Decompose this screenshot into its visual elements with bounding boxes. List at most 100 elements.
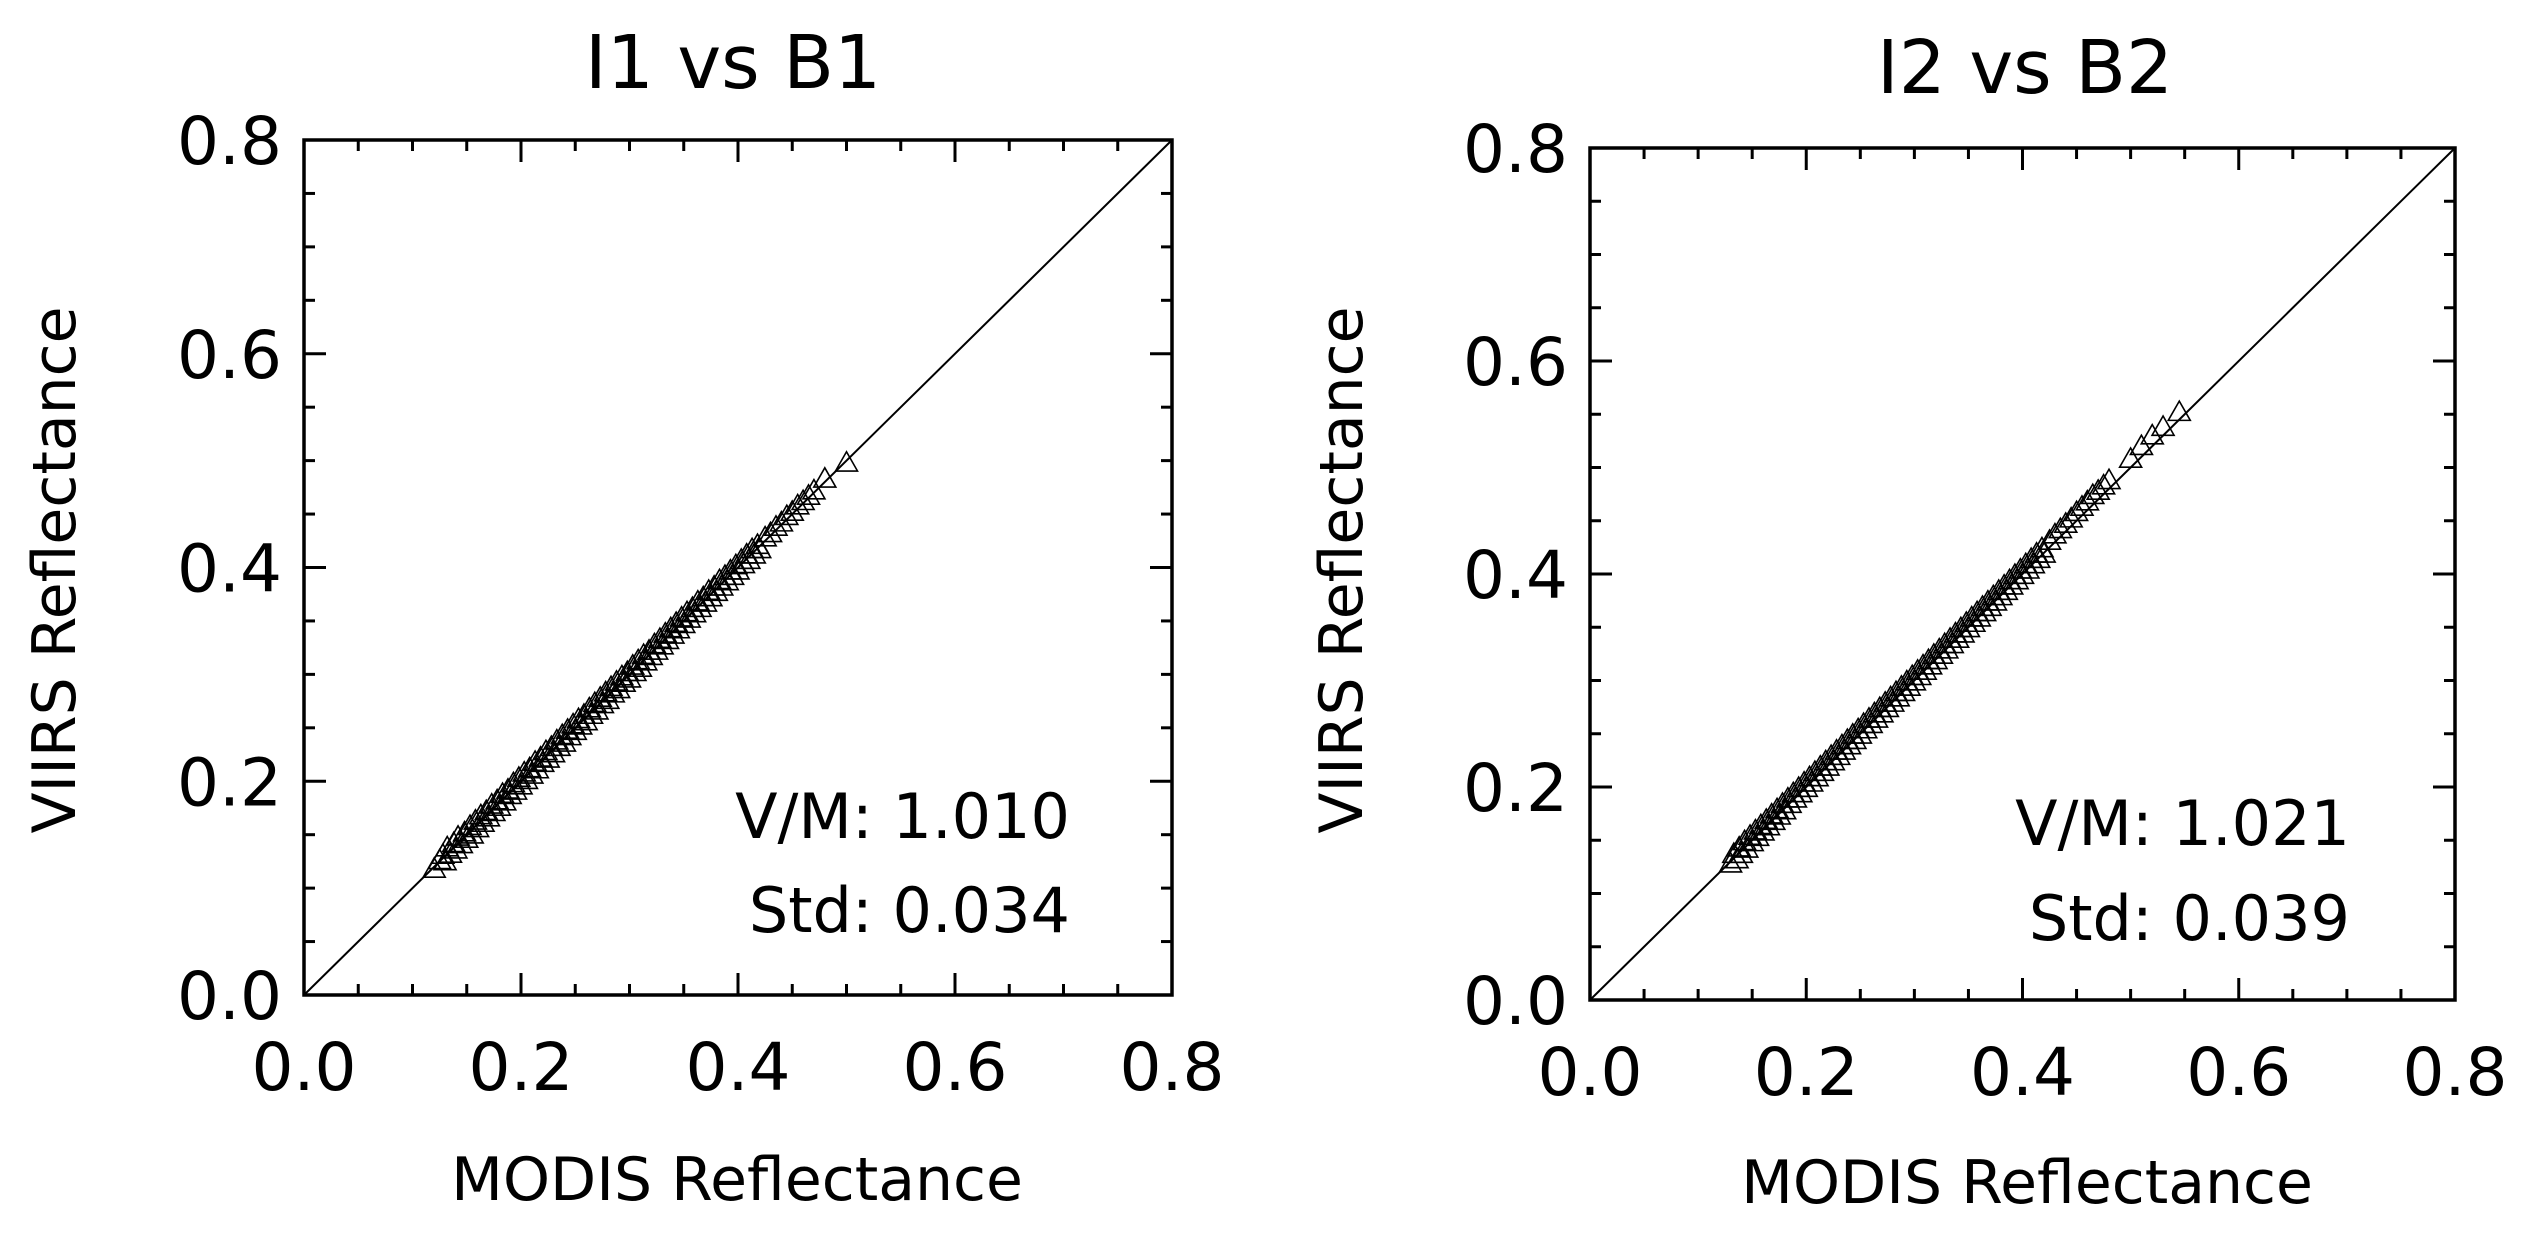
scatter-point: [2010, 562, 2035, 585]
x-tick-label: 0.4: [1970, 1034, 2075, 1111]
scatter-point: [1766, 803, 1792, 825]
scatter-point: [1842, 727, 1868, 750]
scatter-point: [432, 848, 458, 871]
ratio-annotation: V/M: 1.021: [2015, 787, 2350, 860]
scatter-point: [459, 822, 485, 844]
ratio-label: V/M:: [2015, 787, 2172, 860]
scatter-point: [1961, 610, 1987, 633]
scatter-point: [617, 666, 642, 688]
scatter-point: [2096, 467, 2122, 490]
scatter-point: [606, 676, 632, 699]
y-tick-label: 0.2: [1463, 750, 1568, 827]
scatter-point: [2085, 478, 2111, 500]
scatter-point: [2058, 506, 2084, 528]
scatter-point: [535, 746, 561, 768]
scatter-point: [665, 616, 691, 639]
scatter-point: [2064, 499, 2089, 522]
x-tick-label: 0.2: [1754, 1034, 1859, 1111]
scatter-point: [546, 734, 572, 757]
scatter-point: [557, 723, 583, 746]
scatter-point: [1853, 716, 1879, 739]
scatter-point: [1783, 786, 1808, 808]
scatter-point: [470, 810, 496, 832]
scatter-point: [709, 574, 735, 596]
scatter-point: [1885, 684, 1911, 707]
scatter-point: [1988, 583, 2014, 606]
scatter-point: [595, 687, 621, 710]
x-tick-label: 0.6: [903, 1029, 1008, 1106]
scatter-point: [465, 815, 490, 838]
scatter-point: [779, 499, 805, 521]
scatter-point: [1788, 780, 1814, 803]
x-axis-label: MODIS Reflectance: [1741, 1148, 2313, 1218]
scatter-point: [790, 488, 816, 511]
scatter-point: [1999, 573, 2025, 595]
scatter-point: [611, 670, 637, 692]
scatter-point: [720, 563, 745, 586]
std-annotation: Std: 0.039: [2029, 882, 2350, 955]
scatter-point: [1864, 706, 1889, 728]
scatter-point: [671, 611, 697, 634]
scatter-point: [2069, 494, 2095, 516]
scatter-point: [2053, 511, 2079, 533]
y-tick-label: 0.4: [177, 531, 282, 608]
scatter-point: [1756, 813, 1781, 836]
scatter-point: [774, 503, 800, 526]
scatter-point: [1918, 652, 1943, 675]
scatter-point: [714, 568, 740, 591]
scatter-point: [2074, 488, 2100, 511]
x-tick-label: 0.0: [1538, 1034, 1643, 1111]
scatter-point: [484, 787, 510, 810]
scatter-point: [834, 450, 859, 472]
scatter-point: [486, 794, 512, 816]
scatter-point: [2026, 546, 2052, 569]
scatter-point: [796, 483, 821, 505]
scatter-point: [1939, 631, 1965, 654]
ratio-label: V/M:: [735, 780, 892, 853]
scatter-point: [622, 659, 648, 682]
scatter-point: [801, 477, 827, 500]
scatter-point: [1907, 663, 1933, 686]
y-tick-label: 0.2: [177, 744, 282, 821]
scatter-point: [703, 579, 729, 602]
y-tick-label: 0.8: [1463, 111, 1568, 188]
scatter-point: [1764, 796, 1790, 819]
scatter-point: [1804, 764, 1830, 787]
scatter-point: [1869, 700, 1895, 723]
scatter-point: [1896, 674, 1922, 696]
scatter-point: [2129, 433, 2154, 456]
scatter-point: [633, 648, 659, 671]
y-axis-label: VIIRS Reflectance: [20, 306, 90, 833]
scatter-point: [693, 590, 718, 612]
scatter-point: [747, 536, 773, 559]
scatter-point: [1901, 668, 1927, 691]
scatter-point: [508, 772, 534, 795]
scatter-point: [1799, 770, 1825, 792]
scatter-point: [1837, 732, 1862, 755]
scatter-point: [492, 788, 518, 811]
scatter-point: [443, 837, 469, 859]
scatter-point: [676, 606, 702, 628]
scatter-point: [519, 762, 545, 784]
y-tick-label: 0.4: [1463, 537, 1568, 614]
x-tick-label: 0.8: [2403, 1034, 2508, 1111]
panel-title: I2 vs B2: [1877, 25, 2173, 111]
ratio-annotation: V/M: 1.010: [735, 780, 1070, 853]
scatter-point: [1793, 775, 1819, 798]
scatter-point: [1728, 841, 1754, 864]
std-annotation: Std: 0.034: [749, 874, 1070, 947]
scatter-point: [698, 584, 724, 607]
scatter-point: [769, 510, 794, 532]
scatter-point: [1750, 819, 1776, 841]
scatter-point: [1724, 846, 1750, 869]
scatter-point: [1950, 621, 1976, 643]
scatter-point: [682, 600, 707, 623]
std-value: 0.034: [893, 874, 1071, 947]
scatter-point: [481, 799, 507, 822]
y-tick-label: 0.6: [177, 317, 282, 394]
scatter-point: [1826, 743, 1852, 766]
scatter-point: [2004, 567, 2030, 590]
scatter-point: [655, 627, 680, 650]
scatter-panel-1: I1 vs B1 0.0 0.2 0.4 0.6 0.8 0.0 0.2 0.4 0.6 0.8 MO…: [20, 20, 1224, 1215]
scatter-point: [1891, 679, 1916, 702]
